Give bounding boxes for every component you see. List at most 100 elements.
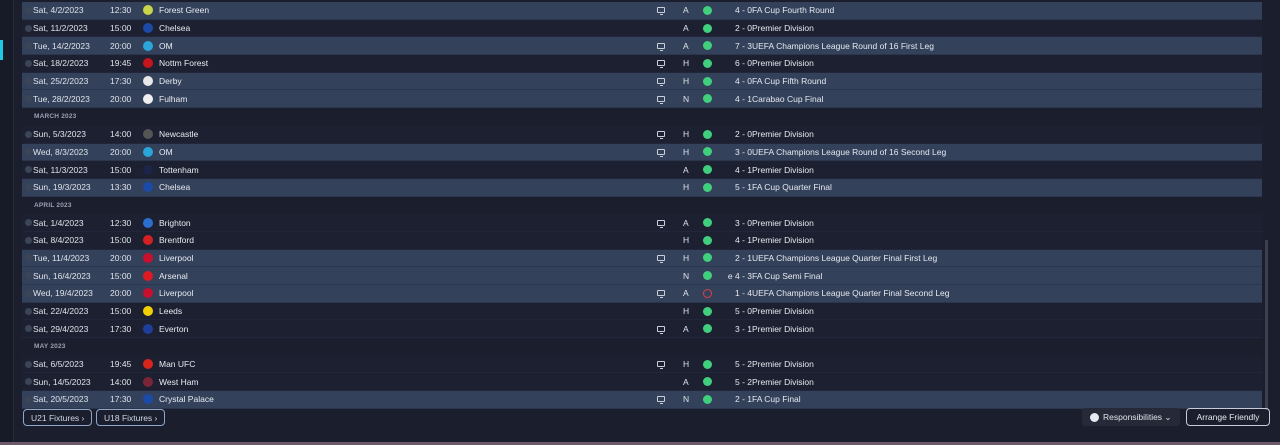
opponent-name[interactable]: Crystal Palace bbox=[159, 394, 214, 405]
competition[interactable]: Premier Division bbox=[752, 164, 814, 175]
competition[interactable]: Premier Division bbox=[752, 359, 814, 370]
fixture-row[interactable]: Sat, 11/3/2023 15:00 Tottenham A 4 - 1 Premie… bbox=[22, 161, 1262, 179]
competition[interactable]: UEFA Champions League Round of 16 First … bbox=[752, 40, 934, 51]
opponent-name[interactable]: Brentford bbox=[159, 235, 194, 246]
fixture-row[interactable]: Sun, 14/5/2023 14:00 West Ham A 5 - 2 Premier… bbox=[22, 373, 1262, 392]
competition[interactable]: FA Cup Final bbox=[752, 394, 801, 405]
select-checkbox[interactable] bbox=[25, 42, 32, 50]
score[interactable]: 6 - 0 bbox=[734, 58, 752, 69]
select-checkbox[interactable] bbox=[25, 130, 32, 138]
fixture-row[interactable]: Sun, 5/3/2023 14:00 Newcastle H 2 - 0 Premier… bbox=[22, 125, 1262, 144]
competition[interactable]: UEFA Champions League Quarter Final Firs… bbox=[752, 252, 938, 263]
competition[interactable]: FA Cup Semi Final bbox=[752, 270, 823, 281]
select-checkbox[interactable] bbox=[25, 166, 32, 174]
opponent-name[interactable]: Arsenal bbox=[159, 270, 188, 281]
select-checkbox[interactable] bbox=[25, 395, 32, 403]
opponent-name[interactable]: OM bbox=[159, 40, 173, 51]
fixture-row[interactable]: Sun, 19/3/2023 13:30 Chelsea H 5 - 1 FA Cup Q… bbox=[22, 178, 1262, 197]
select-checkbox[interactable] bbox=[25, 95, 32, 103]
fixture-row[interactable]: Sat, 25/2/2023 17:30 Derby H 4 - 0 FA Cup Fif… bbox=[22, 72, 1262, 91]
select-checkbox[interactable] bbox=[25, 77, 32, 85]
select-checkbox[interactable] bbox=[25, 59, 32, 67]
score[interactable]: 1 - 4 bbox=[734, 288, 752, 299]
opponent-name[interactable]: Man UFC bbox=[159, 359, 196, 370]
score[interactable]: e 4 - 3 bbox=[727, 270, 752, 281]
select-checkbox[interactable] bbox=[25, 148, 32, 156]
fixture-row[interactable]: Sat, 18/2/2023 19:45 Nottm Forest H 6 - 0 Pre… bbox=[22, 55, 1262, 73]
score[interactable]: 3 - 0 bbox=[734, 217, 752, 228]
select-checkbox[interactable] bbox=[25, 378, 32, 386]
fixture-row[interactable]: Wed, 8/3/2023 20:00 OM H 3 - 0 UEFA Champions… bbox=[22, 143, 1262, 162]
fixture-row[interactable]: Sat, 29/4/2023 17:30 Everton A 3 - 1 Premier … bbox=[22, 320, 1262, 339]
select-checkbox[interactable] bbox=[25, 236, 32, 244]
select-checkbox[interactable] bbox=[25, 254, 32, 262]
fixture-row[interactable]: Sat, 8/4/2023 15:00 Brentford H 4 - 1 Premier… bbox=[22, 231, 1262, 250]
scrollbar[interactable] bbox=[1265, 240, 1268, 410]
score[interactable]: 2 - 0 bbox=[734, 23, 752, 34]
fixture-row[interactable]: Wed, 19/4/2023 20:00 Liverpool A 1 - 4 UEFA C… bbox=[22, 285, 1262, 303]
score[interactable]: 2 - 1 bbox=[734, 252, 752, 263]
opponent-name[interactable]: OM bbox=[159, 146, 173, 157]
opponent-name[interactable]: Derby bbox=[159, 76, 182, 87]
opponent-name[interactable]: Everton bbox=[159, 323, 189, 334]
select-checkbox[interactable] bbox=[25, 24, 32, 32]
select-checkbox[interactable] bbox=[25, 6, 32, 14]
competition[interactable]: Premier Division bbox=[752, 23, 814, 34]
competition[interactable]: Premier Division bbox=[752, 306, 814, 317]
score[interactable]: 5 - 1 bbox=[734, 182, 752, 193]
select-checkbox[interactable] bbox=[25, 289, 32, 297]
fixture-row[interactable]: Tue, 14/2/2023 20:00 OM A 7 - 3 UEFA Champion… bbox=[22, 37, 1262, 56]
competition[interactable]: FA Cup Quarter Final bbox=[752, 182, 832, 193]
competition[interactable]: Premier Division bbox=[752, 376, 814, 387]
opponent-name[interactable]: Chelsea bbox=[159, 182, 191, 193]
opponent-name[interactable]: Brighton bbox=[159, 217, 191, 228]
score[interactable]: 5 - 2 bbox=[734, 359, 752, 370]
fixture-row[interactable]: Sat, 22/4/2023 15:00 Leeds H 5 - 0 Premier Di… bbox=[22, 302, 1262, 321]
score[interactable]: 3 - 1 bbox=[734, 323, 752, 334]
score[interactable]: 2 - 0 bbox=[734, 129, 752, 140]
opponent-name[interactable]: Chelsea bbox=[159, 23, 191, 34]
competition[interactable]: FA Cup Fourth Round bbox=[752, 5, 835, 16]
score[interactable]: 5 - 2 bbox=[734, 376, 752, 387]
select-checkbox[interactable] bbox=[25, 360, 32, 368]
opponent-name[interactable]: Newcastle bbox=[159, 129, 199, 140]
opponent-name[interactable]: Forest Green bbox=[159, 5, 210, 16]
fixture-row[interactable]: Tue, 28/2/2023 20:00 Fulham N 4 - 1 Carabao C… bbox=[22, 90, 1262, 109]
opponent-name[interactable]: Leeds bbox=[159, 306, 183, 317]
select-checkbox[interactable] bbox=[25, 272, 32, 280]
opponent-name[interactable]: Nottm Forest bbox=[159, 58, 209, 69]
fixture-row[interactable]: Sat, 6/5/2023 19:45 Man UFC H 5 - 2 Premier D… bbox=[22, 355, 1262, 374]
score[interactable]: 2 - 1 bbox=[734, 394, 752, 405]
u21-fixtures-button[interactable]: U21 Fixtures › bbox=[23, 409, 93, 426]
score[interactable]: 4 - 0 bbox=[734, 76, 752, 87]
competition[interactable]: Premier Division bbox=[752, 323, 814, 334]
competition[interactable]: Premier Division bbox=[752, 58, 814, 69]
select-checkbox[interactable] bbox=[25, 183, 32, 191]
select-checkbox[interactable] bbox=[25, 307, 32, 315]
competition[interactable]: Premier Division bbox=[752, 217, 814, 228]
fixture-row[interactable]: Sat, 4/2/2023 12:30 Forest Green A 4 - 0 FA C… bbox=[22, 2, 1262, 20]
competition[interactable]: UEFA Champions League Quarter Final Seco… bbox=[752, 288, 950, 299]
fixture-row[interactable]: Tue, 11/4/2023 20:00 Liverpool H 2 - 1 UEFA C… bbox=[22, 249, 1262, 268]
score[interactable]: 4 - 1 bbox=[734, 164, 752, 175]
score[interactable]: 5 - 0 bbox=[734, 306, 752, 317]
score[interactable]: 7 - 3 bbox=[734, 40, 752, 51]
fixture-row[interactable]: Sat, 1/4/2023 12:30 Brighton A 3 - 0 Premier … bbox=[22, 214, 1262, 232]
opponent-name[interactable]: Liverpool bbox=[159, 252, 194, 263]
opponent-name[interactable]: Liverpool bbox=[159, 288, 194, 299]
fixture-row[interactable]: Sat, 11/2/2023 15:00 Chelsea A 2 - 0 Premier … bbox=[22, 19, 1262, 38]
select-checkbox[interactable] bbox=[25, 219, 32, 227]
select-checkbox[interactable] bbox=[25, 325, 32, 333]
responsibilities-button[interactable]: Responsibilities ⌄ bbox=[1082, 408, 1180, 426]
score[interactable]: 4 - 1 bbox=[734, 93, 752, 104]
competition[interactable]: UEFA Champions League Round of 16 Second… bbox=[752, 146, 947, 157]
competition[interactable]: Premier Division bbox=[752, 129, 814, 140]
score[interactable]: 3 - 0 bbox=[734, 146, 752, 157]
arrange-friendly-button[interactable]: Arrange Friendly bbox=[1186, 408, 1270, 426]
opponent-name[interactable]: Tottenham bbox=[159, 164, 199, 175]
competition[interactable]: FA Cup Fifth Round bbox=[752, 76, 827, 87]
competition[interactable]: Carabao Cup Final bbox=[752, 93, 824, 104]
competition[interactable]: Premier Division bbox=[752, 235, 814, 246]
